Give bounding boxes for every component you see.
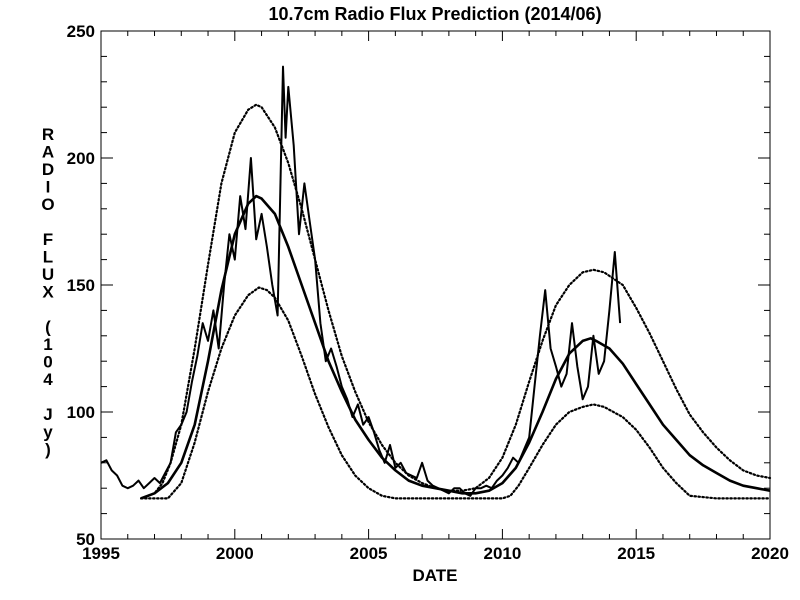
y-axis-label-char: X: [42, 283, 54, 302]
y-axis-label-char: D: [42, 160, 54, 179]
x-tick-label: 2000: [216, 544, 254, 563]
y-axis-label-char: y: [43, 423, 53, 442]
y-tick-label: 150: [67, 276, 95, 295]
y-axis-label-char: A: [42, 143, 54, 162]
y-axis-label-char: F: [43, 230, 53, 249]
y-axis-label-char: I: [46, 178, 51, 197]
x-tick-label: 2010: [483, 544, 521, 563]
x-tick-label: 1995: [82, 544, 120, 563]
y-axis-label-char: (: [45, 318, 51, 337]
x-tick-label: 2005: [350, 544, 388, 563]
x-tick-label: 2020: [751, 544, 789, 563]
plot-frame: [100, 30, 771, 540]
y-axis-label-char: ): [45, 440, 51, 459]
series-dotted-line: [140, 103, 772, 500]
series-dotted-line: [140, 286, 772, 500]
y-axis-label-char: 4: [43, 370, 53, 389]
y-axis-label-char: 0: [43, 353, 52, 372]
x-axis-tick-labels: 1995 2000 2005 2010 2015 2020: [82, 544, 789, 563]
series-lines: [100, 65, 772, 500]
chart-title: 10.7cm Radio Flux Prediction (2014/06): [268, 4, 601, 24]
y-tick-label: 50: [76, 530, 95, 549]
x-tick-label: 2015: [617, 544, 655, 563]
series-solid-thick-line: [140, 194, 771, 500]
y-axis-tick-labels: 50 100 150 200 250: [67, 22, 95, 549]
y-axis-label-char: 1: [43, 335, 52, 354]
y-axis-label-char: U: [42, 265, 54, 284]
x-axis-label: DATE: [412, 566, 457, 585]
y-tick-label: 200: [67, 149, 95, 168]
series-solid-thin-line: [100, 65, 622, 497]
y-axis-ticks: [101, 30, 770, 540]
y-tick-label: 250: [67, 22, 95, 41]
y-axis-label-char: R: [42, 125, 54, 144]
y-axis-label-char: O: [41, 195, 54, 214]
y-axis-label-char: J: [43, 405, 52, 424]
y-tick-label: 100: [67, 403, 95, 422]
y-axis-label-char: L: [43, 248, 53, 267]
x-axis-ticks: [100, 31, 771, 539]
